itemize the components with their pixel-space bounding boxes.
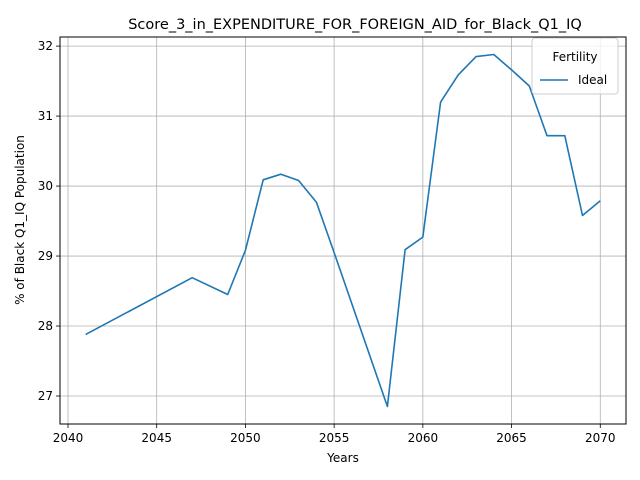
legend: Fertility Ideal [532, 38, 618, 94]
y-tick-label: 30 [38, 179, 53, 193]
legend-title: Fertility [552, 50, 597, 64]
x-axis: 2040 2045 2050 2055 2060 2065 2070 [53, 424, 616, 445]
x-tick-label: 2055 [319, 431, 350, 445]
y-tick-label: 27 [38, 389, 53, 403]
series-line-ideal [86, 55, 601, 407]
x-tick-label: 2060 [408, 431, 439, 445]
chart-title: Score_3_in_EXPENDITURE_FOR_FOREIGN_AID_f… [128, 17, 582, 33]
x-axis-label: Years [326, 451, 359, 465]
plot-frame [60, 37, 626, 424]
y-tick-label: 31 [38, 109, 53, 123]
series-layer [86, 55, 601, 407]
legend-entry-label: Ideal [578, 73, 607, 87]
x-tick-label: 2065 [496, 431, 527, 445]
y-tick-label: 32 [38, 39, 53, 53]
x-tick-label: 2045 [141, 431, 172, 445]
x-tick-label: 2070 [585, 431, 616, 445]
x-tick-label: 2040 [53, 431, 84, 445]
y-tick-label: 28 [38, 319, 53, 333]
grid-lines [60, 37, 626, 424]
y-axis: 27 28 29 30 31 32 [38, 39, 60, 403]
x-tick-label: 2050 [230, 431, 261, 445]
y-axis-label: % of Black Q1_IQ Population [13, 135, 27, 305]
y-tick-label: 29 [38, 249, 53, 263]
